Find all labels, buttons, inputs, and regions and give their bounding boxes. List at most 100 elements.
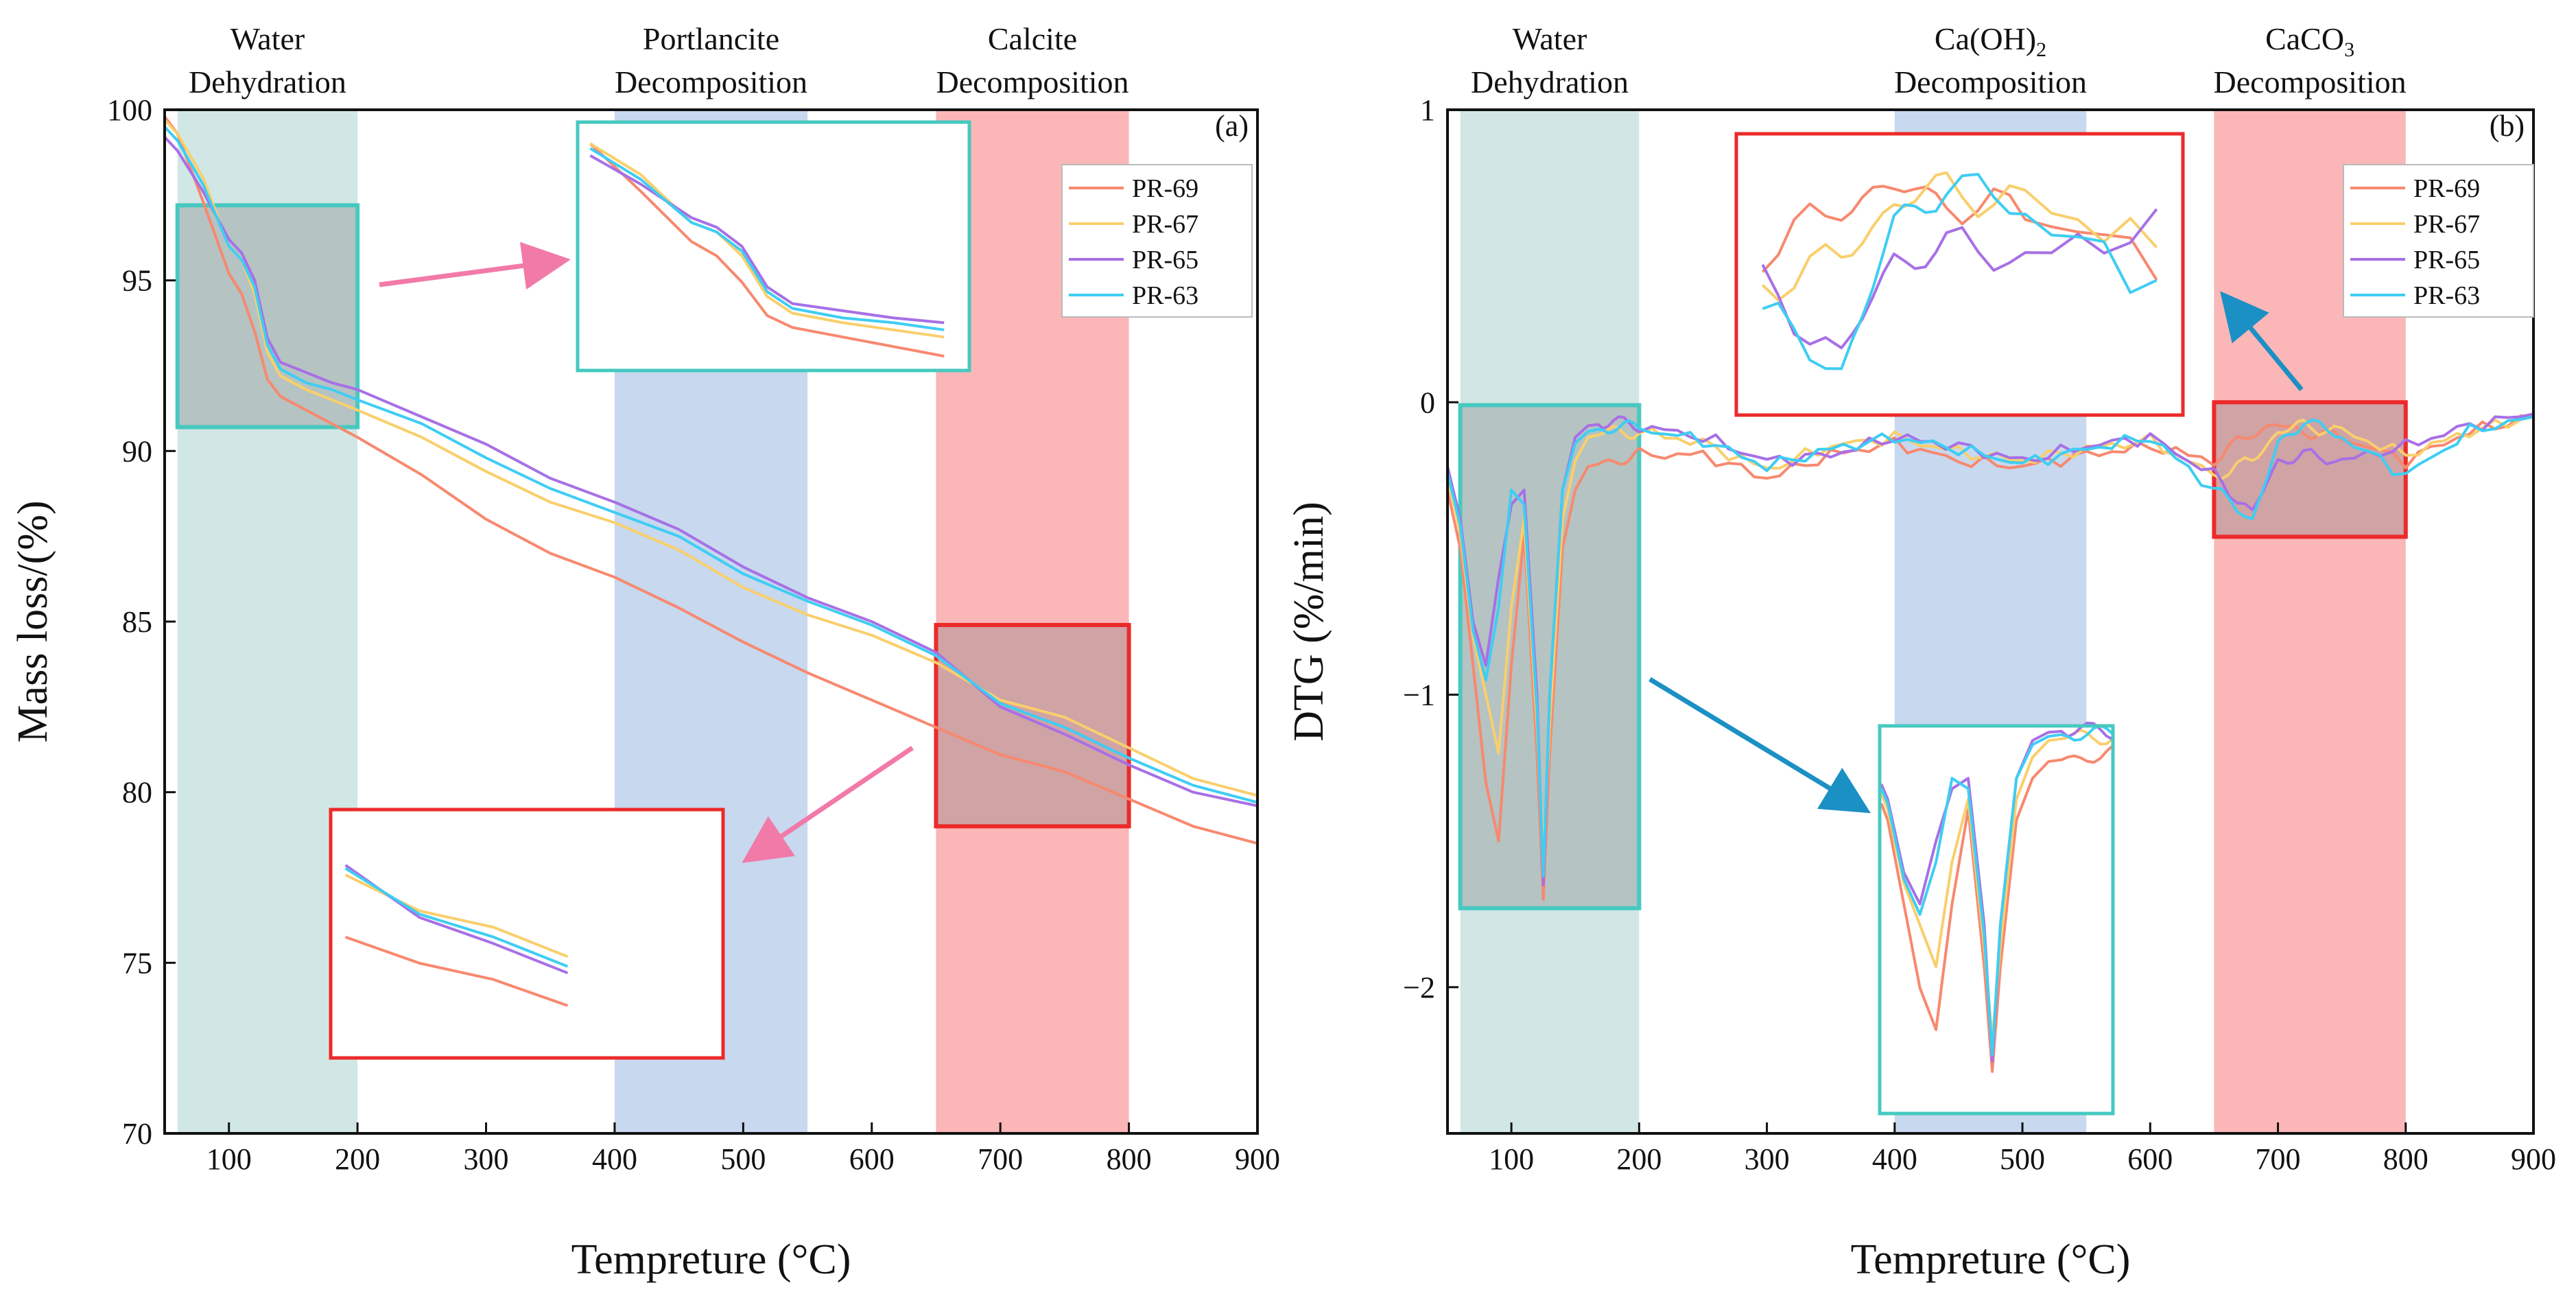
region-label: Portlancite [643,21,779,56]
series-line-pr-65 [163,136,1258,808]
region-label: Decomposition [1894,64,2087,99]
zoom-inset-line-pr-69 [1761,185,2158,281]
region-label: Water [1513,21,1587,56]
region-label: Water [231,21,305,56]
y-tick-label: 100 [107,93,152,127]
zoom-inset [329,808,725,1060]
zoom-box [934,622,1131,829]
region-label: Decomposition [936,64,1129,99]
legend-label: PR-67 [2413,210,2480,239]
x-tick-label: 200 [1616,1142,1662,1176]
series-line-pr-69 [1446,414,2534,901]
region-label: Decomposition [2214,64,2407,99]
y-tick-label: 75 [122,946,152,980]
zoom-box [2212,400,2408,539]
y-tick-label: −2 [1403,971,1435,1004]
y-tick-label: 85 [122,605,152,639]
x-tick-label: 500 [720,1142,766,1176]
zoom-box [175,203,360,429]
zoom-inset-line-pr-63 [1880,724,2114,1057]
y-tick-label: 95 [122,264,152,298]
x-tick-label: 400 [592,1142,637,1176]
y-tick-label: 80 [122,776,152,810]
zoom-inset-background [578,122,969,370]
region-label-subscript: 3 [2344,38,2354,61]
y-axis-title: Mass loss/(%) [10,500,56,742]
legend-label: PR-67 [1132,210,1198,239]
zoom-inset [576,120,971,373]
x-tick-label: 500 [2000,1142,2045,1176]
y-axis-title: DTG (%/min) [1286,502,1332,742]
legend-label: PR-69 [2413,174,2480,203]
x-tick-label: 300 [1745,1142,1790,1176]
x-tick-label: 100 [206,1142,252,1176]
region-label: Dehydration [189,64,346,99]
zoom-arrow [379,241,571,290]
x-tick-label: 100 [1489,1142,1534,1176]
zoom-inset-border [329,808,725,1060]
x-axis-title: Tempreture (°C) [1851,1236,2131,1283]
zoom-arrow [2220,291,2304,392]
series-line-pr-63 [1446,415,2534,877]
y-tick-label: −1 [1403,679,1435,712]
zoom-inset-border [576,120,971,373]
legend-label: PR-65 [2413,246,2480,274]
zoom-inset-line-pr-63 [589,147,945,331]
x-tick-label: 600 [849,1142,895,1176]
zoom-inset [1878,721,2115,1116]
x-tick-label: 800 [2383,1142,2429,1176]
zoom-inset-line-pr-67 [589,142,945,339]
zoom-inset-border [1734,132,2185,417]
zoom-inset-line-pr-65 [1761,208,2158,350]
x-axis-title: Tempreture (°C) [571,1236,851,1283]
series-line-pr-63 [163,126,1258,804]
region-band [1460,110,1640,1133]
zoom-inset-line-pr-69 [589,142,945,358]
x-tick-label: 400 [1872,1142,1917,1176]
legend-label: PR-69 [1132,174,1198,203]
zoom-inset-background [1736,134,2183,415]
zoom-inset-border [1878,724,2115,1116]
zoom-inset-line-pr-63 [344,867,569,968]
x-tick-label: 800 [1107,1142,1152,1176]
legend-label: PR-63 [1132,281,1198,310]
panel-label: (a) [1215,109,1249,143]
x-tick-label: 700 [2256,1142,2301,1176]
region-label: Decomposition [615,64,807,99]
panel-a-chart: Water Dehydration Portlancite Decomposition… [10,21,1280,1283]
zoom-inset-line-pr-67 [1761,171,2158,302]
series-line-pr-65 [1446,412,2534,886]
zoom-inset-background [1880,726,2113,1114]
zoom-arrow [742,746,914,863]
y-tick-label: 90 [122,434,152,468]
x-tick-label: 200 [335,1142,380,1176]
zoom-inset-line-pr-69 [344,935,569,1007]
y-tick-label: 1 [1420,93,1435,127]
series-line-pr-67 [1446,415,2534,857]
zoom-inset-line-pr-69 [1880,744,2114,1073]
region-label: Dehydration [1471,64,1629,99]
x-tick-label: 600 [2127,1142,2173,1176]
legend-box [2343,164,2534,318]
x-tick-label: 700 [978,1142,1023,1176]
region-label: Ca(OH)2 [1935,21,2046,61]
panel-label: (b) [2490,109,2525,143]
y-tick-label: 0 [1420,386,1435,419]
x-tick-label: 900 [1235,1142,1280,1176]
zoom-inset [1734,132,2185,417]
region-band [177,110,358,1133]
region-label: Calcite [988,21,1077,56]
x-tick-label: 300 [464,1142,509,1176]
legend-box [1061,164,1253,318]
region-label-subscript: 2 [2036,38,2046,61]
series-line-pr-69 [163,115,1258,845]
x-tick-label: 900 [2511,1142,2556,1176]
legend-label: PR-65 [1132,246,1198,274]
legend-label: PR-63 [2413,281,2480,310]
region-label: CaCO3 [2265,21,2354,61]
plot-frame [1446,108,2535,1135]
zoom-arrow [1649,677,1871,814]
zoom-inset-line-pr-63 [1762,173,2158,370]
zoom-inset-background [331,810,723,1058]
